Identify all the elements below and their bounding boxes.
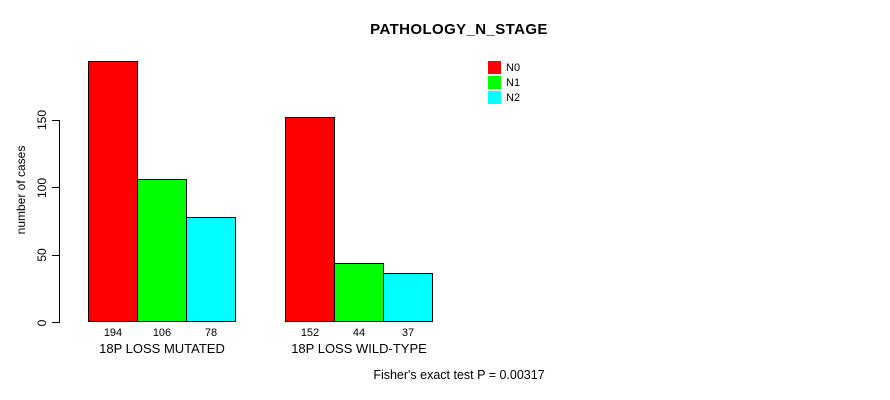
- y-tick-mark: [52, 254, 60, 256]
- y-tick-label: 0: [35, 319, 49, 326]
- legend-swatch-icon: [488, 91, 501, 104]
- legend-label: N2: [506, 91, 521, 104]
- legend-item-n0: N0: [488, 60, 520, 75]
- bar-n0-group2: [285, 117, 335, 323]
- y-tick-mark: [52, 119, 60, 121]
- bar-value-label: 152: [300, 327, 320, 339]
- bar-n1-group2: [334, 263, 384, 323]
- chart-title: PATHOLOGY_N_STAGE: [370, 21, 548, 38]
- annotation-text: Fisher's exact test P = 0.00317: [373, 368, 545, 382]
- legend-item-n1: N1: [488, 75, 520, 90]
- legend-swatch-icon: [488, 61, 501, 74]
- x-category-label: 18P LOSS MUTATED: [99, 341, 225, 356]
- y-tick-label: 150: [35, 109, 49, 131]
- bar-n2-group2: [383, 272, 433, 323]
- y-axis-title: number of cases: [14, 145, 28, 235]
- legend-item-n2: N2: [488, 90, 520, 105]
- bar-n0-group1: [88, 60, 138, 323]
- y-tick-label: 50: [35, 248, 49, 262]
- bar-value-label: 78: [204, 327, 218, 339]
- bar-n2-group1: [186, 217, 236, 323]
- x-category-label: 18P LOSS WILD-TYPE: [291, 341, 427, 356]
- bar-value-label: 106: [152, 327, 172, 339]
- legend-label: N0: [506, 61, 521, 74]
- legend: N0 N1 N2: [488, 60, 520, 105]
- legend-swatch-icon: [488, 76, 501, 89]
- y-tick-mark: [52, 322, 60, 323]
- bar-value-label: 194: [103, 327, 123, 339]
- y-axis-line: [59, 120, 60, 323]
- bar-n1-group1: [137, 179, 187, 323]
- bar-value-label: 37: [401, 327, 415, 339]
- y-tick-mark: [52, 187, 60, 188]
- y-tick-label: 100: [35, 177, 49, 198]
- bar-value-label: 44: [352, 327, 366, 339]
- legend-label: N1: [506, 76, 521, 89]
